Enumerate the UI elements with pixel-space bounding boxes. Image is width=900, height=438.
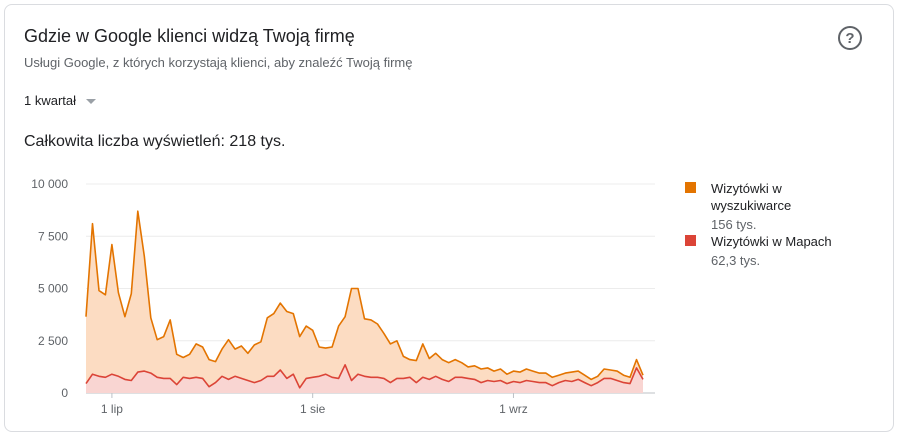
legend-swatch-maps bbox=[685, 235, 696, 246]
caret-down-icon bbox=[86, 99, 97, 104]
legend-label-maps: Wizytówki w Mapach bbox=[711, 234, 832, 249]
legend-value-search: 156 tys. bbox=[711, 217, 757, 232]
legend: Wizytówki w wyszukiwarce 156 tys. Wizytó… bbox=[685, 180, 841, 269]
legend-item-maps: Wizytówki w Mapach 62,3 tys. bbox=[685, 233, 841, 269]
legend-item-search: Wizytówki w wyszukiwarce 156 tys. bbox=[685, 180, 841, 233]
x-tick-label: 1 lip bbox=[101, 402, 123, 416]
card-title: Gdzie w Google klienci widzą Twoją firmę bbox=[24, 26, 355, 46]
card-subtitle: Usługi Google, z których korzystają klie… bbox=[24, 55, 413, 70]
legend-label-search: Wizytówki w wyszukiwarce bbox=[711, 181, 792, 213]
period-dropdown[interactable]: 1 kwartał bbox=[24, 93, 97, 108]
period-selected-label: 1 kwartał bbox=[24, 93, 77, 108]
y-tick-label: 2 500 bbox=[38, 334, 68, 348]
y-tick-label: 5 000 bbox=[38, 282, 68, 296]
y-tick-label: 10 000 bbox=[31, 177, 68, 191]
series-line-maps bbox=[85, 363, 644, 389]
series-area-maps bbox=[86, 364, 643, 393]
series-area-search bbox=[86, 211, 643, 388]
total-views-label: Całkowita liczba wyświetleń: 218 tys. bbox=[24, 133, 286, 150]
legend-value-maps: 62,3 tys. bbox=[711, 253, 761, 268]
y-tick-label: 0 bbox=[61, 386, 68, 400]
x-tick-label: 1 wrz bbox=[499, 402, 528, 416]
y-tick-label: 7 500 bbox=[38, 229, 68, 243]
x-tick-label: 1 sie bbox=[300, 402, 326, 416]
legend-swatch-search bbox=[685, 182, 696, 193]
series-line-search bbox=[85, 210, 644, 381]
help-icon[interactable]: ? bbox=[838, 26, 862, 50]
